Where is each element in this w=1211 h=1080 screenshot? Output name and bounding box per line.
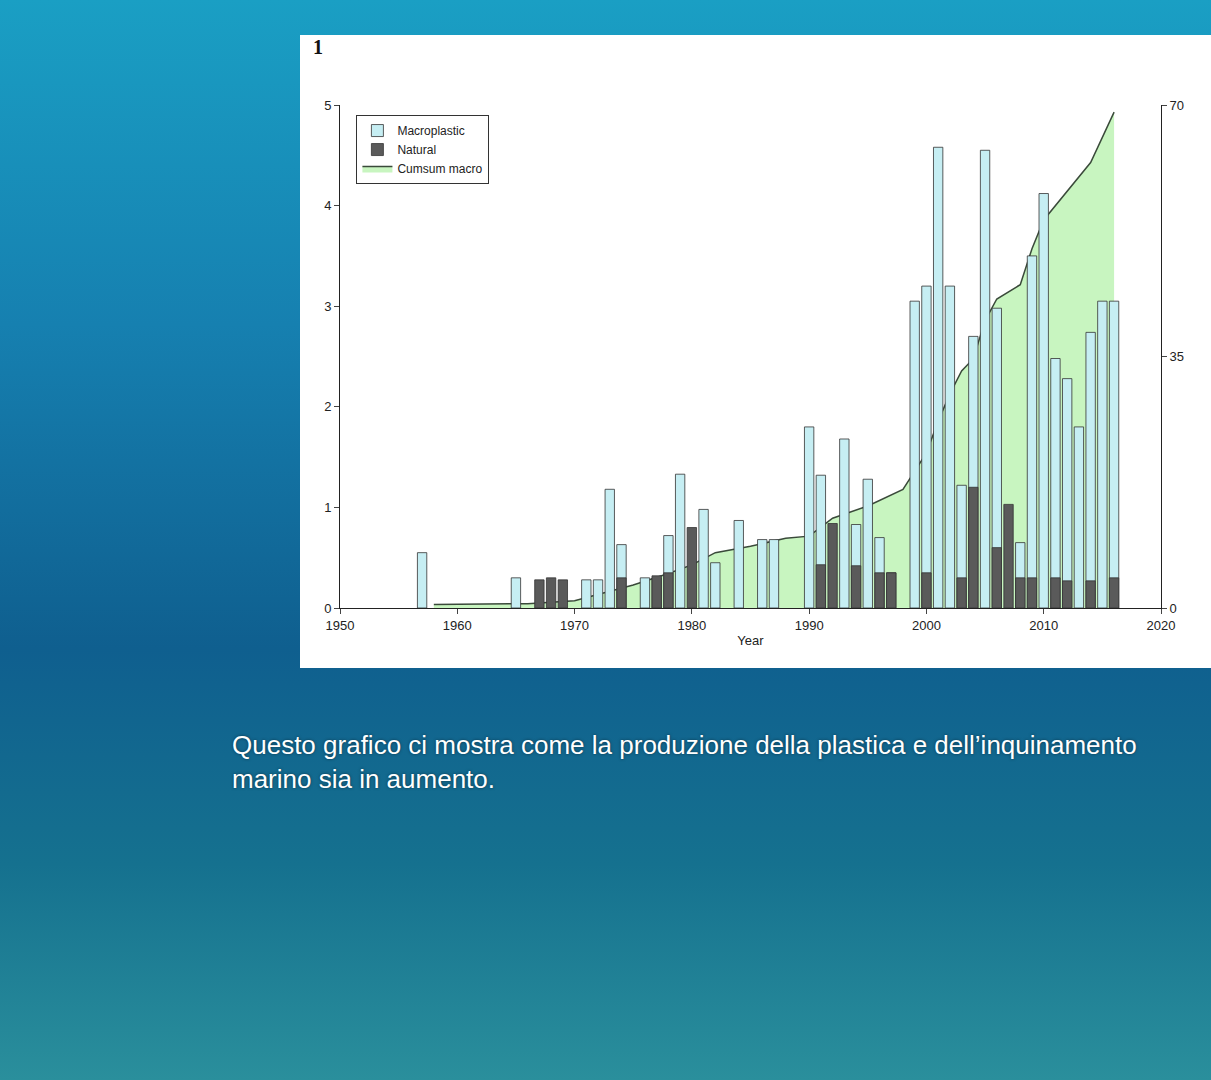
svg-text:1950: 1950	[326, 618, 355, 633]
svg-text:Cumsum macro: Cumsum macro	[397, 162, 482, 176]
svg-text:0: 0	[1170, 601, 1177, 616]
svg-text:2020: 2020	[1147, 618, 1176, 633]
svg-text:1970: 1970	[560, 618, 589, 633]
svg-text:35: 35	[1170, 349, 1184, 364]
svg-text:4: 4	[324, 198, 331, 213]
html-text:Questo grafico ci mostra come: Questo grafico ci mostra come la produzi…	[232, 730, 1137, 794]
svg-text:5: 5	[324, 98, 331, 113]
svg-text:1980: 1980	[677, 618, 706, 633]
svg-text:3: 3	[324, 299, 331, 314]
svg-text:70: 70	[1170, 98, 1184, 113]
svg-text:0: 0	[324, 601, 331, 616]
svg-text:Natural: Natural	[397, 143, 436, 157]
svg-text:Year: Year	[737, 633, 764, 648]
svg-text:1960: 1960	[443, 618, 472, 633]
svg-text:2: 2	[324, 399, 331, 414]
svg-text:Macroplastic: Macroplastic	[397, 124, 464, 138]
svg-text:2000: 2000	[912, 618, 941, 633]
svg-text:1: 1	[324, 500, 331, 515]
svg-text:1990: 1990	[795, 618, 824, 633]
svg-text:1: 1	[313, 36, 323, 58]
svg-text:2010: 2010	[1029, 618, 1058, 633]
